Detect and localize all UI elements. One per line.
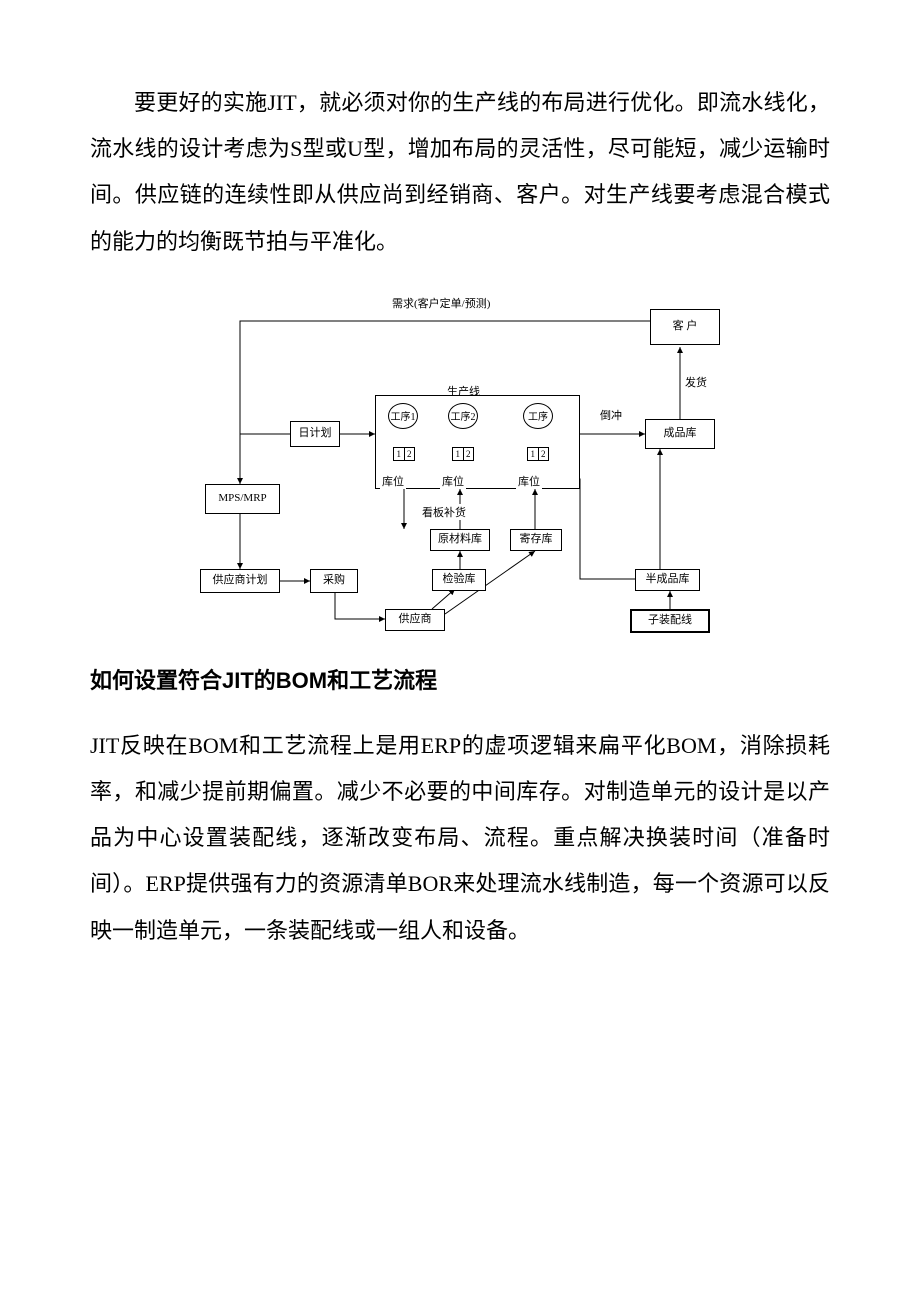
circle-op3: 工序 <box>523 403 553 429</box>
circle-op1: 工序1 <box>388 403 418 429</box>
jit-flow-diagram: 需求(客户定单/预测) 发货 生产线 倒冲 看板补货 客 户 日计划 工序1 工… <box>180 289 740 639</box>
box-supplier-plan: 供应商计划 <box>200 569 280 593</box>
box-daily-plan: 日计划 <box>290 421 340 447</box>
intro-paragraph: 要更好的实施JIT，就必须对你的生产线的布局进行优化。即流水线化，流水线的设计考… <box>90 80 830 265</box>
label-ship: 发货 <box>683 374 709 390</box>
label-loc3: 库位 <box>516 473 542 489</box>
section-heading: 如何设置符合JIT的BOM和工艺流程 <box>90 659 830 703</box>
label-kanban: 看板补货 <box>420 504 468 520</box>
slot-2: 12 <box>452 447 474 461</box>
label-demand: 需求(客户定单/预测) <box>390 295 492 311</box>
box-purchase: 采购 <box>310 569 358 593</box>
body-paragraph: JIT反映在BOM和工艺流程上是用ERP的虚项逻辑来扁平化BOM，消除损耗率，和… <box>90 723 830 954</box>
box-consign: 寄存库 <box>510 529 562 551</box>
diagram-container: 需求(客户定单/预测) 发货 生产线 倒冲 看板补货 客 户 日计划 工序1 工… <box>90 289 830 639</box>
box-supplier: 供应商 <box>385 609 445 631</box>
box-raw: 原材料库 <box>430 529 490 551</box>
label-dao: 倒冲 <box>598 407 624 423</box>
circle-op2: 工序2 <box>448 403 478 429</box>
label-loc1: 库位 <box>380 473 406 489</box>
label-loc2: 库位 <box>440 473 466 489</box>
box-qc: 检验库 <box>432 569 486 591</box>
box-semi: 半成品库 <box>635 569 700 591</box>
box-subassy: 子装配线 <box>630 609 710 633</box>
slot-1: 12 <box>393 447 415 461</box>
box-fg: 成品库 <box>645 419 715 449</box>
box-mps: MPS/MRP <box>205 484 280 514</box>
slot-3: 12 <box>527 447 549 461</box>
box-customer: 客 户 <box>650 309 720 345</box>
